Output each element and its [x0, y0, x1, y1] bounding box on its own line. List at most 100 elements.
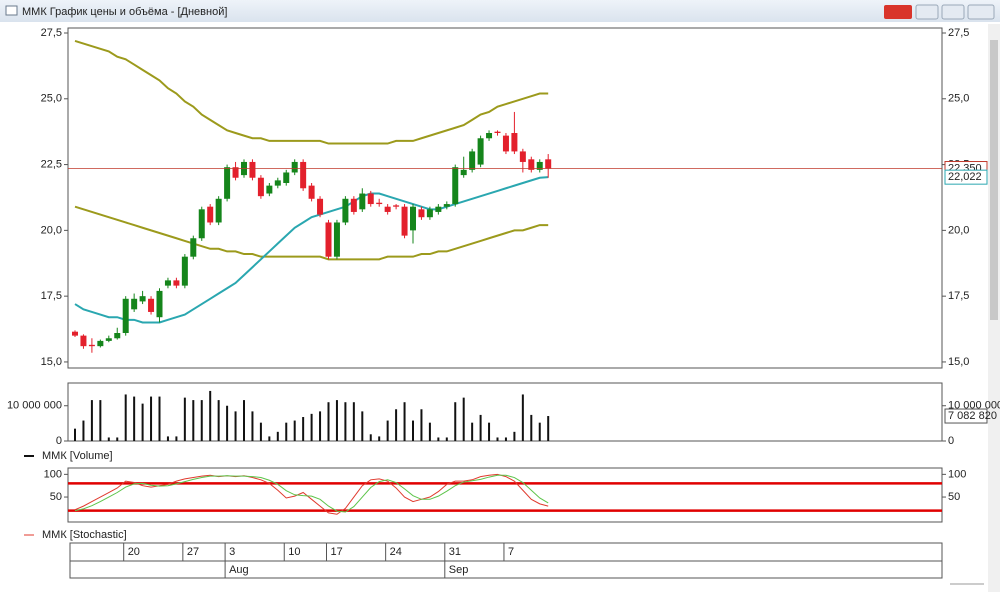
- volume-bar: [488, 422, 491, 441]
- candle-body: [190, 238, 197, 257]
- candle-body: [215, 198, 222, 223]
- minimize-button[interactable]: [915, 4, 939, 20]
- volume-bar: [361, 411, 364, 441]
- candle-body: [139, 296, 146, 302]
- volume-bar: [471, 422, 474, 441]
- candle-body: [207, 206, 214, 223]
- y-tick-label: 15,0: [41, 356, 62, 368]
- volume-bar: [209, 390, 212, 441]
- volume-bar: [150, 396, 153, 441]
- volume-bar: [107, 437, 110, 441]
- volume-bar: [369, 434, 372, 441]
- volume-bar: [412, 420, 414, 441]
- candle-body: [325, 222, 332, 257]
- candle-body: [317, 198, 324, 215]
- volume-bar: [378, 436, 381, 441]
- maximize-button[interactable]: [941, 4, 965, 20]
- legend-label: ММК [Volume]: [42, 450, 113, 462]
- volume-bar: [513, 431, 516, 441]
- candle-body: [418, 209, 425, 218]
- candle-body: [257, 177, 264, 197]
- y-tick-label: 0: [948, 435, 954, 447]
- volume-bar: [454, 402, 457, 441]
- candle-body: [105, 338, 112, 341]
- date-label: 17: [331, 546, 343, 558]
- title-bar: [0, 0, 1000, 22]
- volume-bar: [141, 403, 144, 441]
- candle-body: [359, 193, 366, 210]
- candle-body: [72, 331, 78, 336]
- candle-body: [308, 185, 315, 199]
- candle-body: [443, 204, 450, 207]
- y-tick-label: 22,5: [41, 158, 62, 170]
- candle-body: [410, 206, 416, 231]
- candle-body: [156, 290, 163, 318]
- volume-bar: [268, 436, 271, 441]
- window-icon: [5, 5, 18, 16]
- window-title: ММК График цены и объёма - [Дневной]: [22, 6, 227, 18]
- volume-bar: [352, 402, 355, 441]
- y-tick-label: 100: [948, 468, 966, 480]
- volume-bar: [521, 394, 524, 441]
- close-button[interactable]: [967, 4, 995, 20]
- volume-bar: [327, 402, 330, 441]
- volume-bar: [538, 422, 541, 441]
- volume-bar: [226, 405, 229, 441]
- volume-bar: [344, 402, 347, 441]
- volume-bar: [158, 396, 161, 441]
- candle-body: [131, 298, 138, 310]
- volume-bar: [259, 422, 262, 441]
- pin-button[interactable]: [884, 5, 912, 19]
- volume-bar: [310, 413, 313, 441]
- volume-bar: [479, 414, 482, 441]
- volume-bar: [251, 411, 254, 441]
- candle-body: [266, 185, 273, 194]
- volume-bar: [395, 409, 398, 441]
- date-label: 24: [390, 546, 402, 558]
- volume-bar: [547, 416, 550, 441]
- candle-body: [367, 193, 374, 205]
- volume-bar: [319, 411, 322, 441]
- volume-bar: [82, 420, 85, 441]
- y-tick-label: 100: [44, 468, 62, 480]
- volume-bar: [192, 400, 195, 441]
- scrollbar-thumb[interactable]: [990, 40, 998, 320]
- volume-bar: [166, 436, 169, 441]
- candle-body: [452, 167, 459, 205]
- y-tick-label: 25,0: [948, 93, 969, 105]
- candle-body: [393, 205, 400, 207]
- candle-body: [333, 222, 340, 257]
- month-label: Sep: [449, 564, 469, 576]
- candle-body: [283, 172, 290, 183]
- price-panel: [67, 27, 943, 369]
- legend-label: ММК [Stochastic]: [42, 529, 127, 541]
- volume-bar: [530, 414, 533, 441]
- volume-bar: [74, 428, 76, 441]
- date-label: 27: [187, 546, 199, 558]
- volume-bar: [116, 437, 119, 441]
- volume-bar: [217, 400, 220, 441]
- candle-body: [232, 167, 239, 178]
- date-label: 10: [288, 546, 300, 558]
- candle-body: [342, 198, 349, 223]
- y-tick-label: 20,0: [41, 224, 62, 236]
- volume-bar: [124, 394, 127, 441]
- volume-bar: [99, 400, 102, 441]
- candle-body: [114, 333, 121, 339]
- stochastic-line: [74, 474, 549, 513]
- volume-bar: [437, 437, 440, 441]
- volume-bar: [403, 402, 406, 441]
- volume-bar: [386, 420, 389, 441]
- stochastic-panel: [67, 467, 943, 523]
- volume-bar: [133, 396, 136, 441]
- candle-body: [545, 159, 552, 169]
- y-tick-label: 20,0: [948, 224, 969, 236]
- stochastic-line: [74, 473, 549, 515]
- candle-body: [528, 159, 535, 170]
- y-tick-label: 50: [50, 491, 62, 503]
- volume-label-box: [944, 408, 988, 424]
- volume-bar: [428, 422, 431, 441]
- y-tick-label: 0: [56, 435, 62, 447]
- date-label: 31: [449, 546, 461, 558]
